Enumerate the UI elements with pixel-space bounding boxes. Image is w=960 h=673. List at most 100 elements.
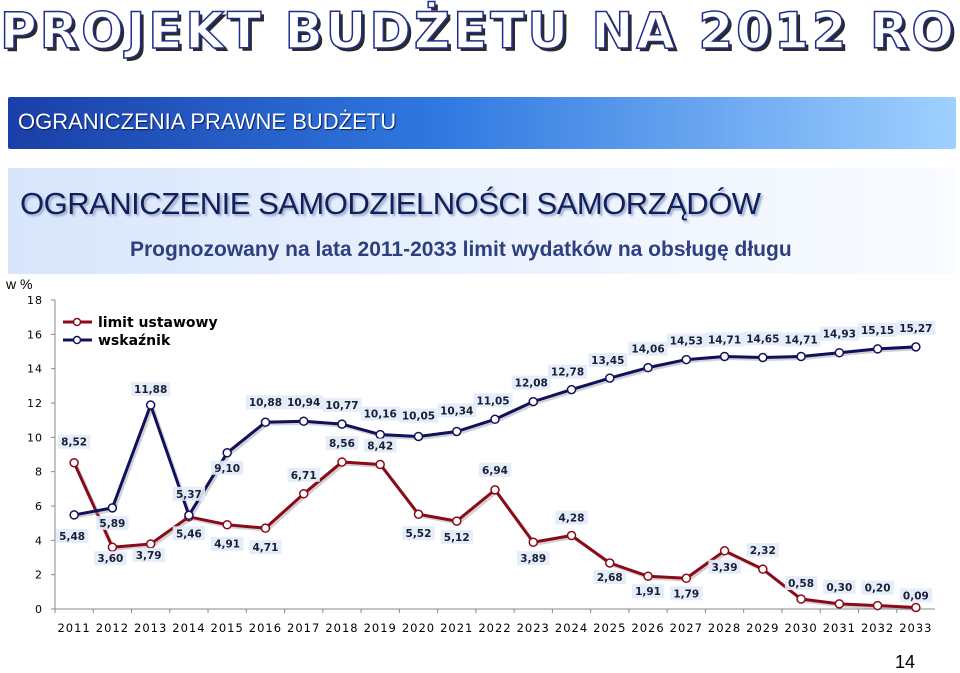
data-label-bg [325,436,359,451]
data-label: 10,34 [440,405,473,417]
data-point [528,396,539,407]
data-label: 11,05 [476,395,509,407]
data-point [298,416,309,426]
data-label-bg [555,510,588,525]
data-point [260,523,271,533]
data-label: 10,05 [402,410,435,422]
data-label: 5,37 [176,489,202,501]
data-point [222,448,232,458]
data-label-bg [402,526,435,541]
data-point [681,573,692,584]
data-point [222,519,232,530]
x-tick-label: 2015 [211,621,244,635]
y-tick-label: 10 [27,431,43,444]
data-label-bg [284,395,324,410]
data-label-bg [819,326,859,341]
data-label-bg [548,364,588,379]
data-label-bg [861,580,894,595]
data-point [107,542,118,552]
data-label-bg [743,331,783,346]
data-point [681,354,692,365]
data-point [911,602,921,613]
data-label-bg [823,579,856,594]
data-label: 5,46 [176,528,202,540]
chart-legend: limit ustawowy wskaźnik [63,315,218,349]
data-label: 4,28 [559,513,585,525]
x-tick-label: 2026 [631,621,664,635]
data-label: 8,42 [367,440,393,452]
data-point [758,352,768,363]
data-label-bg [322,398,362,413]
data-label: 9,10 [214,463,240,475]
data-label-bg [899,588,933,603]
data-label-bg [628,341,668,356]
data-point [490,414,500,425]
data-label: 14,53 [670,336,703,348]
data-point [107,503,118,513]
data-label-bg [593,569,626,584]
x-tick-label: 2012 [96,621,129,635]
data-label-bg [511,375,551,390]
data-point [796,594,806,604]
y-tick-label: 16 [27,328,43,341]
data-label: 5,89 [99,518,125,530]
data-point [834,347,845,358]
x-tick-label: 2013 [134,621,167,635]
data-point [605,373,615,383]
data-label: 8,52 [61,437,87,449]
data-point [719,546,730,556]
x-tick-label: 2011 [57,621,90,635]
data-label-bg [440,530,473,545]
data-label-bg [670,586,703,601]
data-point [528,537,539,547]
data-label-bg [132,547,165,562]
data-label-bg [249,540,282,555]
y-tick-label: 6 [35,500,43,513]
data-label: 12,78 [551,367,584,379]
data-label: 14,71 [708,334,741,346]
data-label-bg [437,403,477,418]
data-label-bg [172,526,206,541]
data-label: 14,71 [784,334,817,346]
data-point [566,530,577,541]
x-tick-label: 2029 [746,621,779,635]
legend-marker [72,335,82,345]
data-label-bg [245,395,285,410]
subtitle-panel [8,168,956,274]
data-label-bg [896,320,936,335]
data-point [337,457,347,467]
x-tick-label: 2024 [555,621,588,635]
data-point [375,429,385,440]
data-label: 14,06 [631,344,664,356]
data-label: 5,12 [444,532,470,544]
data-label: 14,65 [746,334,779,346]
data-label: 11,88 [134,384,167,396]
data-point [796,351,806,362]
data-label-bg [172,486,206,501]
data-label: 10,77 [325,400,358,412]
data-label-bg [360,406,400,421]
y-tick-label: 14 [27,363,43,376]
data-label-bg [588,353,628,368]
x-tick-label: 2022 [478,621,511,635]
chart-title: Prognozowany na lata 2011-2033 limit wyd… [130,238,792,261]
data-label: 13,45 [591,355,624,367]
data-point [69,510,79,520]
data-label: 5,52 [406,528,432,540]
data-label-bg [131,382,171,397]
data-label-bg [287,467,320,482]
data-label: 0,09 [903,590,929,602]
data-point [605,558,615,568]
data-point [145,400,156,410]
data-label: 0,30 [826,582,852,594]
x-tick-label: 2023 [517,621,550,635]
x-tick-label: 2030 [784,621,817,635]
data-point [834,599,845,609]
y-tick-label: 8 [35,466,43,479]
data-label-bg [858,322,898,337]
data-label: 15,15 [861,325,894,337]
data-label: 6,71 [291,470,317,482]
data-point [872,600,883,611]
y-axis-label: w % [6,276,33,292]
data-point [184,510,194,521]
